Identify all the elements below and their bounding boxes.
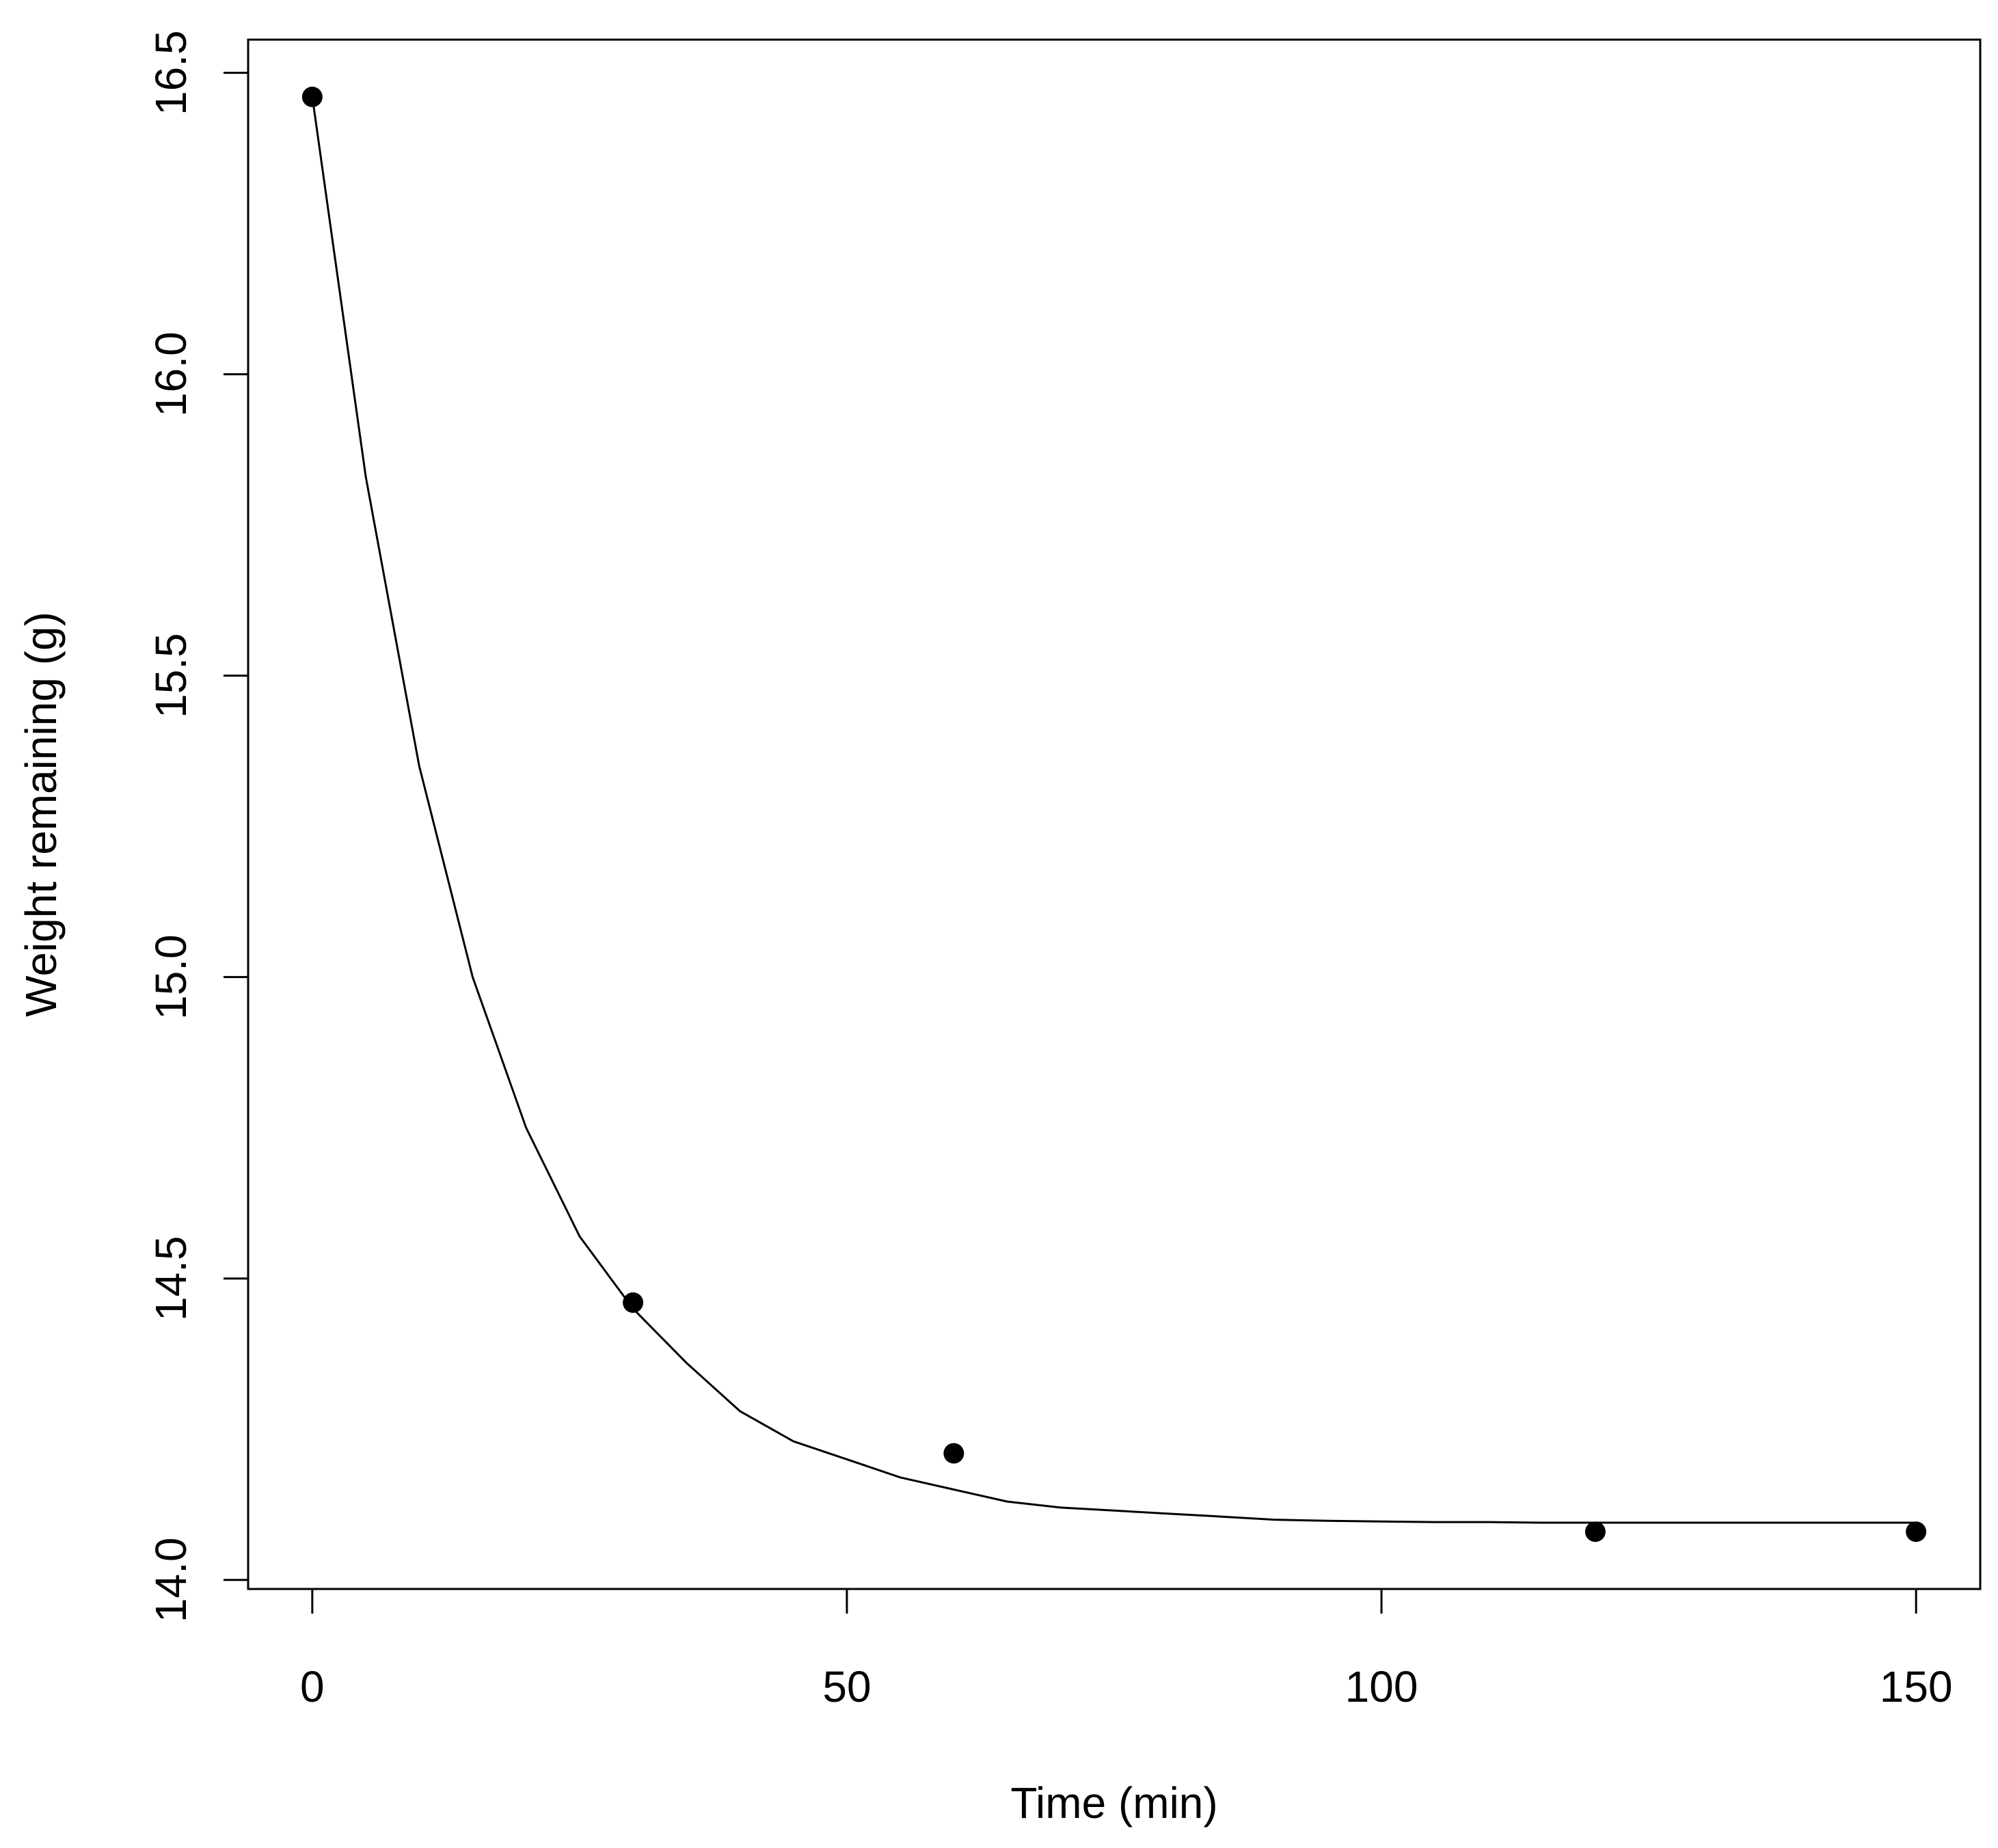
y-tick-label: 15.5 [146,633,195,718]
axes-layer: 0 50 100 150 14.0 14.5 15.0 15.5 16.0 16.5 [146,30,1982,1711]
labels-layer: Time (min) Weight remaining (g) [16,612,1218,1827]
x-axis-title: Time (min) [1010,1778,1217,1827]
x-tick-label: 100 [1345,1662,1418,1711]
y-axis-title: Weight remaining (g) [16,612,66,1017]
data-point [623,1292,644,1314]
points-layer [301,86,1927,1543]
data-point [1584,1521,1606,1543]
plot-frame [247,38,1982,1590]
x-tick-label: 150 [1880,1662,1953,1711]
fitted-curve-line [311,96,1917,1524]
y-tick-label: 16.0 [146,331,195,417]
x-tick-label: 50 [822,1662,871,1711]
y-tick-label: 14.0 [146,1537,195,1622]
data-point [943,1443,964,1464]
y-tick-label: 14.5 [146,1236,195,1321]
curve-layer [311,96,1917,1524]
x-tick-label: 0 [300,1662,325,1711]
y-tick-label: 16.5 [146,30,195,116]
data-point [1906,1521,1927,1543]
data-point [301,86,323,107]
y-tick-label: 15.0 [146,934,195,1020]
